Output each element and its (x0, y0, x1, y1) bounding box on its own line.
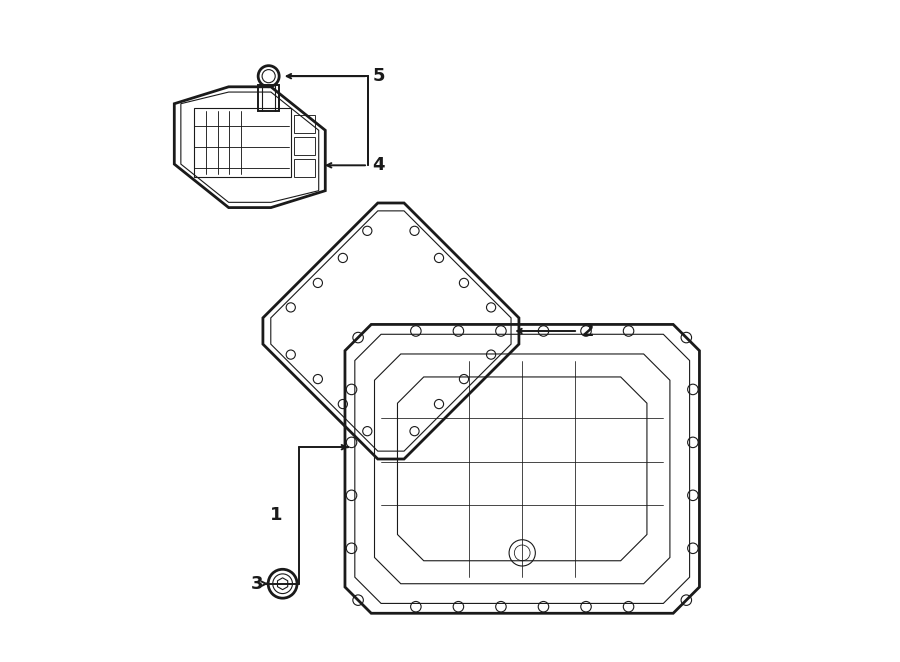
Text: 1: 1 (270, 506, 283, 524)
Text: 4: 4 (373, 156, 385, 174)
Text: 5: 5 (373, 67, 385, 85)
Text: 3: 3 (250, 575, 263, 592)
Text: 2: 2 (581, 322, 594, 340)
